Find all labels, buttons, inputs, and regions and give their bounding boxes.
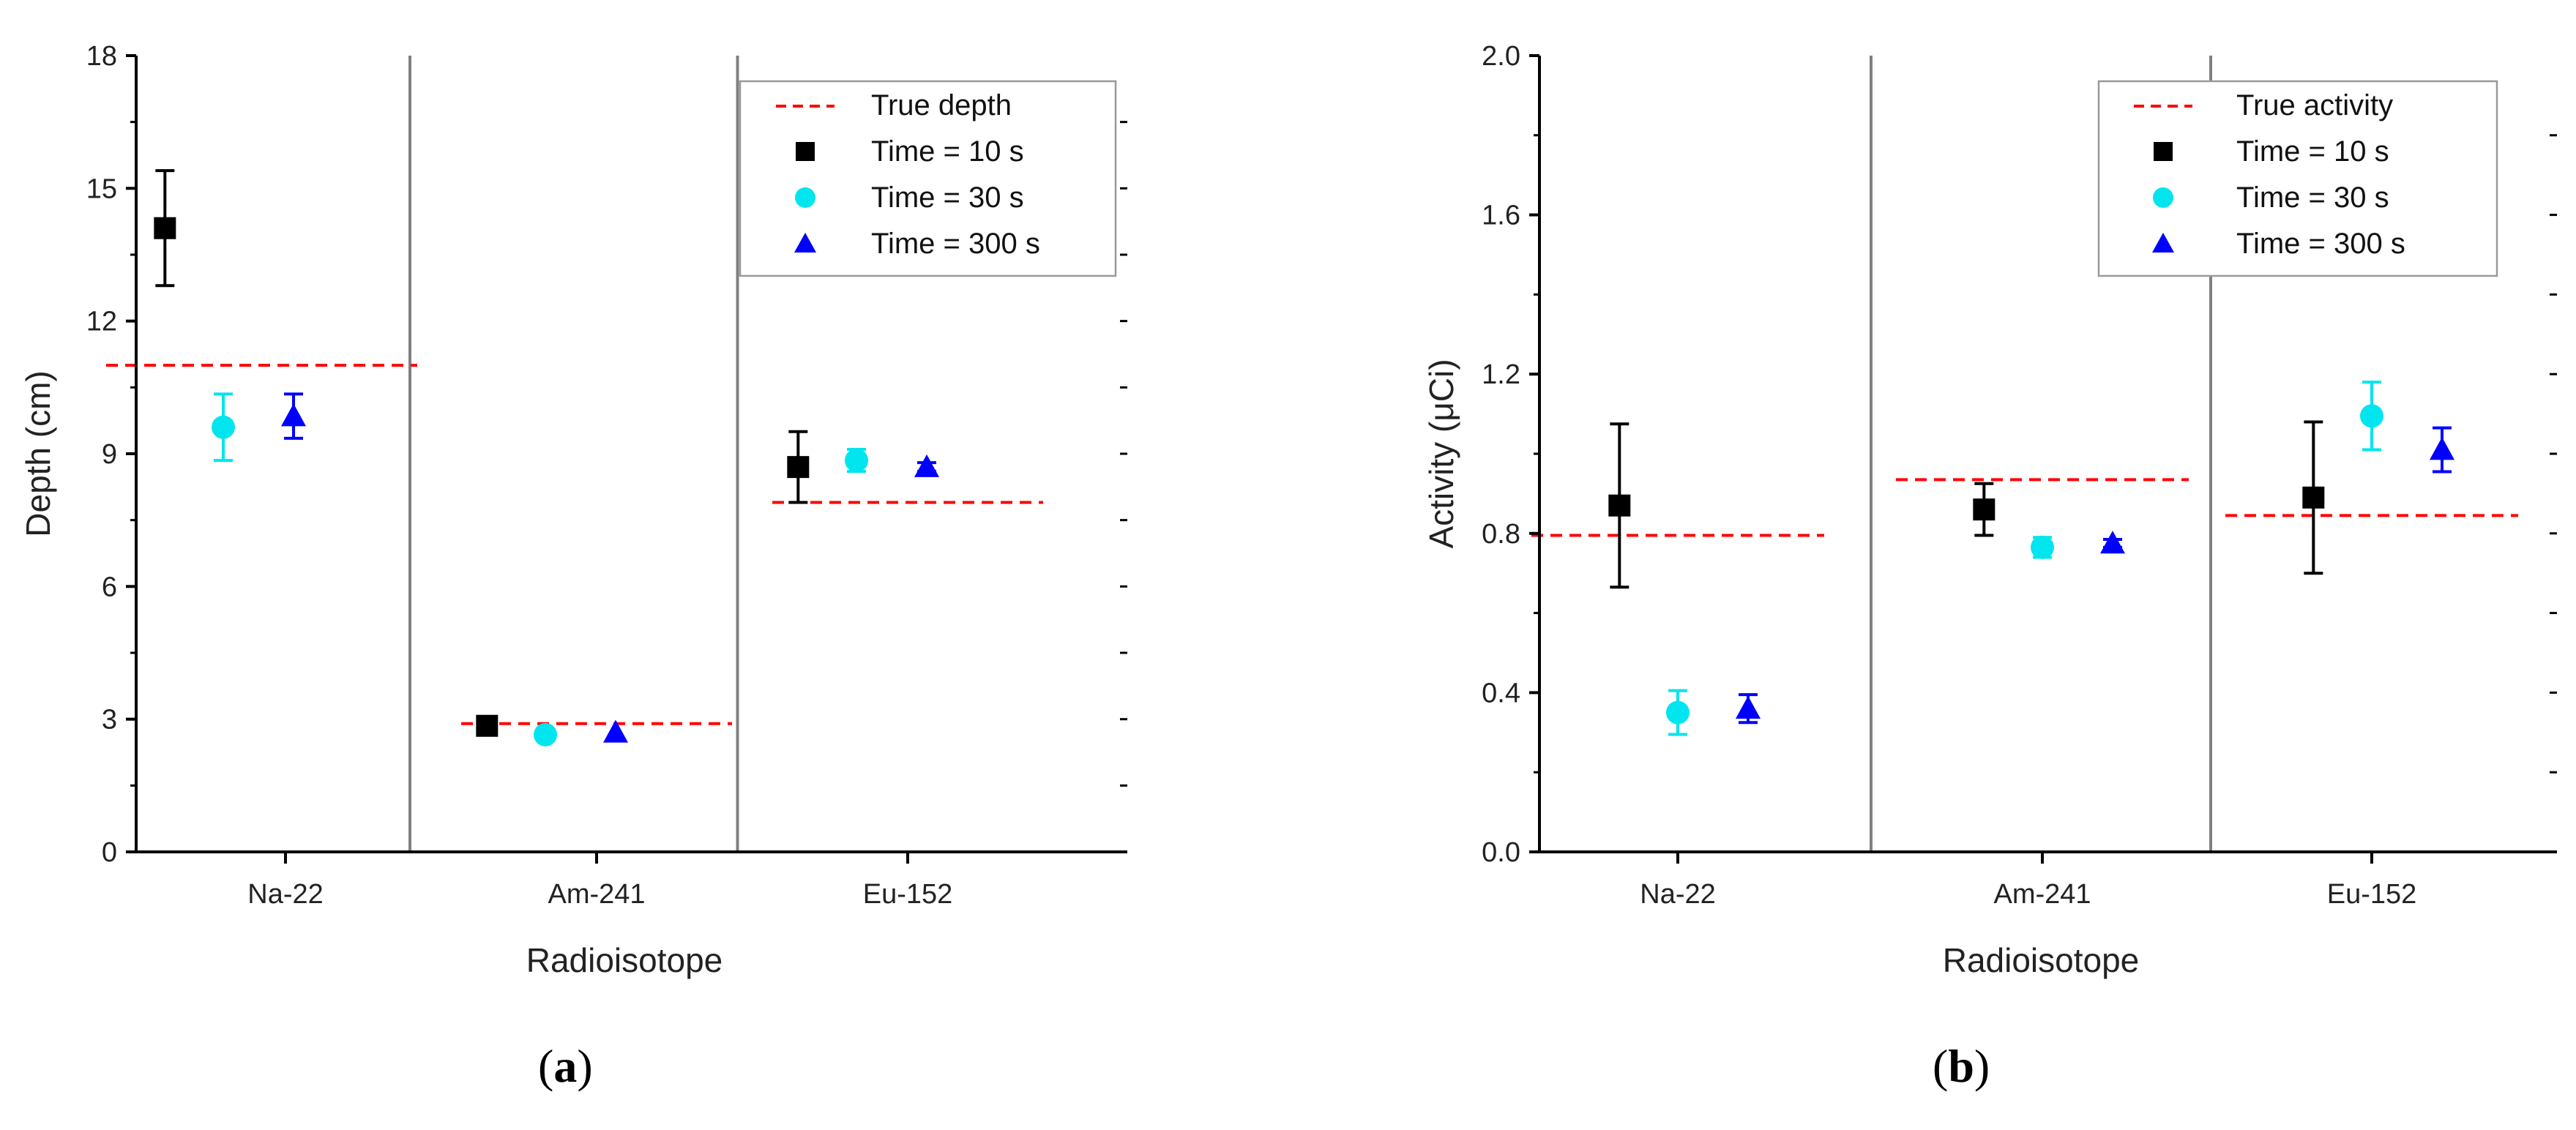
data-point-triangle xyxy=(914,454,939,477)
x-tick-label: Eu-152 xyxy=(2327,879,2417,910)
legend-label: Time = 300 s xyxy=(2236,228,2405,260)
data-point-square xyxy=(1608,494,1631,517)
legend-marker-triangle xyxy=(794,233,816,252)
caption-a-label: a xyxy=(553,1040,578,1092)
x-tick-label: Am-241 xyxy=(1993,879,2091,910)
legend-marker-triangle xyxy=(2152,233,2174,252)
y-axis-title: Depth (cm) xyxy=(19,370,57,536)
x-tick-label: Eu-152 xyxy=(863,879,953,910)
y-tick-label: 0 xyxy=(102,837,117,868)
data-point-circle xyxy=(2360,404,2383,428)
y-axis-title: Activity (μCi) xyxy=(1422,359,1460,548)
y-tick-label: 0.8 xyxy=(1482,519,1520,550)
panel-b: 0.0 0.4 0.8 1.2 1.6 2.0 Na-22 Am-241 Eu-152 Radio… xyxy=(1422,41,2557,979)
legend-label: True activity xyxy=(2236,89,2393,121)
legend-label: Time = 10 s xyxy=(871,135,1024,168)
x-axis-title: Radioisotope xyxy=(526,941,723,979)
legend-label: True depth xyxy=(871,89,1012,121)
legend-label: Time = 300 s xyxy=(871,228,1040,260)
y-tick-label: 15 xyxy=(86,173,117,204)
caption-a: (a) xyxy=(538,1040,593,1092)
data-point-triangle xyxy=(1736,695,1761,719)
data-point-square xyxy=(1973,498,1996,521)
data-point-triangle xyxy=(603,719,628,743)
x-tick-label: Na-22 xyxy=(247,879,324,910)
y-tick-label: 2.0 xyxy=(1482,41,1520,72)
data-point-circle xyxy=(212,415,235,439)
data-point-square xyxy=(2302,486,2325,509)
legend-marker-square xyxy=(796,142,815,161)
data-point-triangle xyxy=(281,403,306,427)
caption-b: (b) xyxy=(1933,1040,1990,1092)
legend-marker-circle xyxy=(795,187,815,208)
data-point-square xyxy=(154,217,176,239)
legend-label: Time = 10 s xyxy=(2236,135,2389,168)
x-tick-label: Na-22 xyxy=(1640,879,1716,910)
y-tick-label: 0.0 xyxy=(1482,837,1520,868)
panel-a: 0 3 6 9 12 15 18 Na-22 Am-241 Eu-152 Radioisotope D… xyxy=(19,41,1127,979)
y-tick-label: 18 xyxy=(86,41,117,72)
x-axis-title: Radioisotope xyxy=(1943,941,2140,979)
caption-b-label: b xyxy=(1948,1040,1974,1092)
y-tick-label: 0.4 xyxy=(1482,678,1520,708)
legend-label: Time = 30 s xyxy=(871,182,1024,214)
data-point-circle xyxy=(2031,535,2054,559)
legend-marker-circle xyxy=(2153,187,2173,208)
data-point-square xyxy=(476,714,499,737)
y-tick-label: 1.2 xyxy=(1482,359,1520,390)
y-tick-label: 9 xyxy=(102,439,117,470)
y-tick-label: 1.6 xyxy=(1482,201,1520,231)
y-tick-label: 12 xyxy=(86,307,117,337)
data-point-circle xyxy=(845,449,868,473)
y-tick-label: 3 xyxy=(102,705,117,736)
data-point-triangle xyxy=(2100,531,2125,554)
legend-label: Time = 30 s xyxy=(2236,182,2389,214)
x-tick-label: Am-241 xyxy=(548,879,645,910)
data-point-circle xyxy=(534,722,557,747)
data-point-triangle xyxy=(2430,437,2454,460)
y-tick-label: 6 xyxy=(102,572,117,602)
data-point-square xyxy=(787,456,810,479)
data-point-circle xyxy=(1666,700,1690,725)
legend-marker-square xyxy=(2154,142,2173,161)
